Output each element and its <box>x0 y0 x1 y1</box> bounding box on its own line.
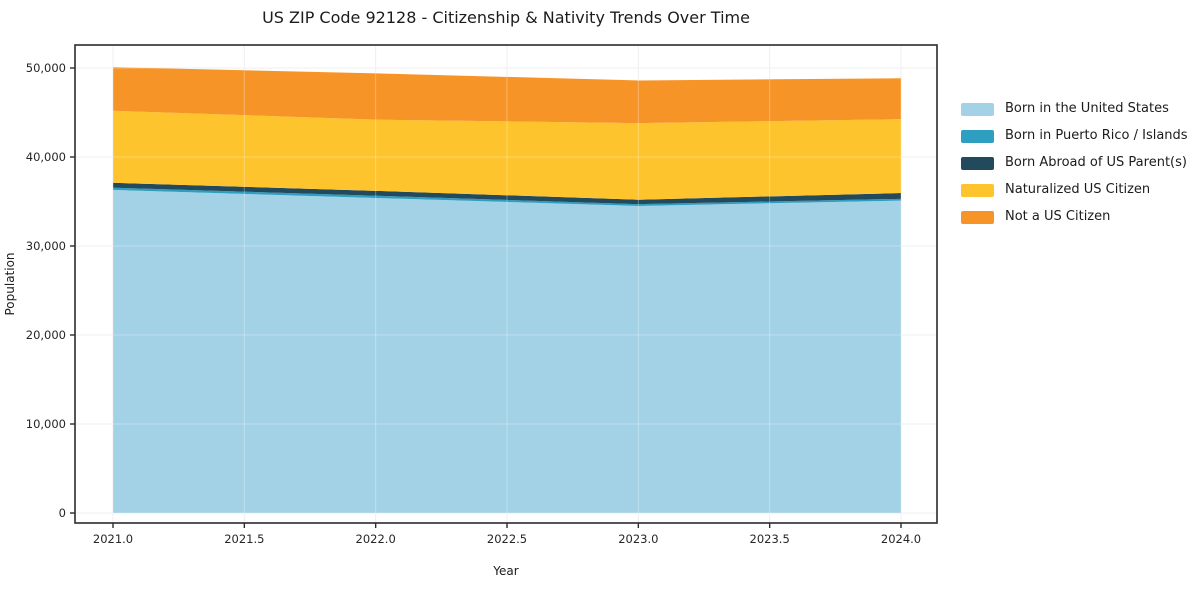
legend-label: Born in the United States <box>1005 101 1169 116</box>
x-tick-label: 2023.5 <box>750 532 790 546</box>
area-born-in-the-united-states <box>113 189 901 513</box>
legend-item: Not a US Citizen <box>961 208 1188 226</box>
plot-frame <box>74 44 938 524</box>
chart-title: US ZIP Code 92128 - Citizenship & Nativi… <box>262 8 750 27</box>
y-tick-label: 40,000 <box>26 150 66 164</box>
gridlines-over <box>75 45 937 523</box>
x-tick-label: 2021.0 <box>93 532 133 546</box>
legend-label: Born in Puerto Rico / Islands <box>1005 128 1188 143</box>
legend-item: Naturalized US Citizen <box>961 181 1188 199</box>
y-tick-label: 0 <box>59 506 66 520</box>
area-born-abroad-of-us-parent-s <box>113 182 901 205</box>
area-series-layer <box>113 67 901 513</box>
legend-swatch <box>961 102 994 116</box>
tick-labels: 2021.0 2021.5 2022.0 2022.5 2023.0 2023.5 2024… <box>26 61 921 546</box>
plot-border <box>74 44 938 524</box>
legend-item: Born Abroad of US Parent(s) <box>961 154 1188 172</box>
legend-item: Born in the United States <box>961 100 1188 118</box>
legend-label: Not a US Citizen <box>1005 209 1111 224</box>
x-tick-label: 2024.0 <box>881 532 921 546</box>
y-axis-label: Population <box>3 252 17 315</box>
legend-swatch <box>961 210 994 224</box>
x-tick-label: 2022.0 <box>356 532 396 546</box>
legend-item: Born in Puerto Rico / Islands <box>961 127 1188 145</box>
legend-label: Naturalized US Citizen <box>1005 182 1151 197</box>
y-tick-label: 20,000 <box>26 328 66 342</box>
tick-marks <box>70 67 902 528</box>
y-tick-label: 50,000 <box>26 61 66 75</box>
area-not-a-us-citizen <box>113 67 901 124</box>
area-naturalized-us-citizen <box>113 110 901 200</box>
legend-swatch <box>961 183 994 197</box>
legend-label: Born Abroad of US Parent(s) <box>1005 155 1187 170</box>
legend: Born in the United States Born in Puerto … <box>961 100 1188 226</box>
y-tick-label: 30,000 <box>26 239 66 253</box>
legend-swatch <box>961 129 994 143</box>
x-axis-label: Year <box>492 564 518 578</box>
x-tick-label: 2022.5 <box>487 532 527 546</box>
y-tick-label: 10,000 <box>26 417 66 431</box>
x-tick-label: 2023.0 <box>618 532 658 546</box>
x-tick-label: 2021.5 <box>224 532 264 546</box>
legend-swatch <box>961 156 994 170</box>
